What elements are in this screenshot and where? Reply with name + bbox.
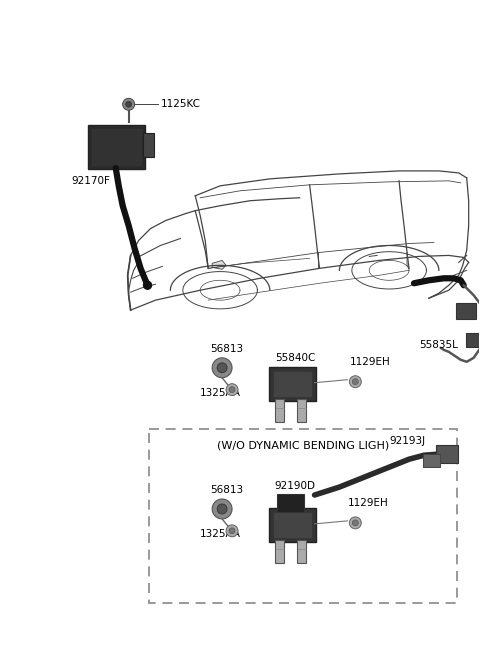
Circle shape bbox=[349, 517, 361, 529]
FancyBboxPatch shape bbox=[276, 541, 284, 563]
Circle shape bbox=[144, 281, 152, 289]
FancyBboxPatch shape bbox=[88, 125, 144, 169]
FancyBboxPatch shape bbox=[277, 494, 304, 512]
FancyBboxPatch shape bbox=[269, 367, 315, 401]
Circle shape bbox=[217, 504, 227, 514]
FancyBboxPatch shape bbox=[148, 430, 457, 604]
Circle shape bbox=[123, 98, 134, 110]
Circle shape bbox=[349, 376, 361, 388]
Circle shape bbox=[352, 520, 358, 526]
Text: 1325AA: 1325AA bbox=[200, 388, 241, 398]
FancyBboxPatch shape bbox=[269, 508, 315, 542]
Text: 1129EH: 1129EH bbox=[349, 357, 390, 367]
Circle shape bbox=[217, 363, 227, 373]
FancyBboxPatch shape bbox=[143, 133, 155, 157]
Text: 1129EH: 1129EH bbox=[348, 498, 388, 508]
Circle shape bbox=[229, 386, 235, 393]
Circle shape bbox=[352, 379, 358, 384]
Polygon shape bbox=[212, 260, 226, 270]
Text: 56813: 56813 bbox=[210, 485, 243, 495]
FancyBboxPatch shape bbox=[466, 333, 480, 347]
Text: 55840C: 55840C bbox=[275, 353, 315, 363]
FancyBboxPatch shape bbox=[297, 541, 306, 563]
Polygon shape bbox=[274, 513, 311, 537]
Circle shape bbox=[226, 525, 238, 537]
Circle shape bbox=[226, 384, 238, 396]
Circle shape bbox=[229, 528, 235, 534]
Text: 55835L: 55835L bbox=[419, 340, 458, 350]
FancyBboxPatch shape bbox=[276, 399, 284, 422]
Text: (W/O DYNAMIC BENDING LIGH): (W/O DYNAMIC BENDING LIGH) bbox=[216, 440, 389, 450]
Text: 92193J: 92193J bbox=[389, 436, 425, 446]
Text: 1325AA: 1325AA bbox=[200, 529, 241, 539]
FancyBboxPatch shape bbox=[456, 303, 476, 319]
FancyBboxPatch shape bbox=[297, 399, 306, 422]
Text: 92190D: 92190D bbox=[275, 481, 316, 491]
Text: 56813: 56813 bbox=[210, 344, 243, 354]
Text: 1125KC: 1125KC bbox=[160, 99, 201, 110]
Circle shape bbox=[212, 499, 232, 519]
Circle shape bbox=[212, 358, 232, 378]
Circle shape bbox=[126, 101, 132, 108]
Polygon shape bbox=[274, 372, 311, 396]
FancyBboxPatch shape bbox=[423, 454, 440, 466]
Text: 92170F: 92170F bbox=[71, 176, 110, 186]
FancyBboxPatch shape bbox=[436, 445, 458, 463]
